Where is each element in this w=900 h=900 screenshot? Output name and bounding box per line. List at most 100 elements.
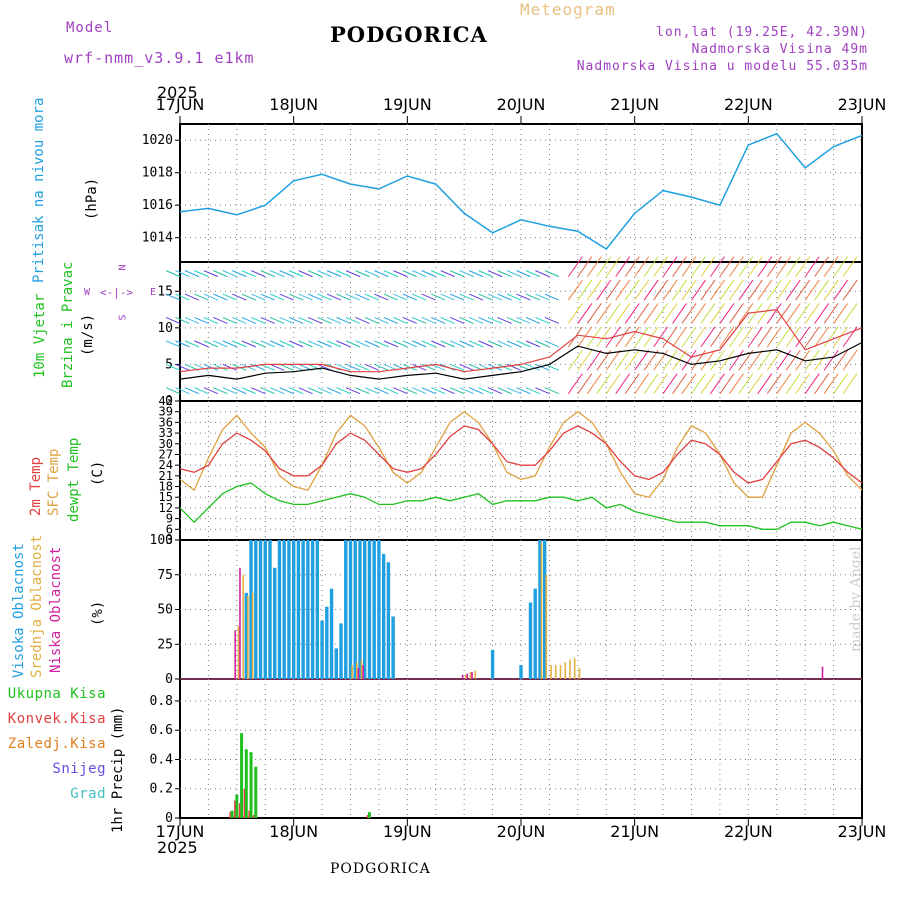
wind-barb <box>194 293 209 301</box>
wind-barb <box>516 340 531 348</box>
wind-barb <box>487 387 503 395</box>
wind-barb <box>478 293 493 301</box>
wind-barb <box>184 316 200 324</box>
wind-barb <box>345 363 361 371</box>
cloud-low-bar <box>471 672 473 679</box>
wind-barb <box>757 303 773 324</box>
cloud-high-bar <box>329 588 334 679</box>
wind-barb <box>487 340 503 348</box>
wind-barb <box>307 270 323 278</box>
wind-barb <box>833 256 848 277</box>
wind-barb <box>700 256 716 277</box>
wind-barb <box>814 256 830 277</box>
wind-barb <box>459 363 474 371</box>
wind-barb <box>307 316 323 324</box>
wind-barb <box>355 340 370 348</box>
wind-barb <box>738 256 754 277</box>
wind-barb <box>260 316 275 324</box>
wind-barb <box>421 270 436 278</box>
wind-barb <box>634 303 650 324</box>
cloud-high-bar <box>377 540 381 679</box>
wind-barb <box>487 270 503 278</box>
wind-barb <box>355 387 370 395</box>
wind-barb <box>586 303 602 324</box>
wind-barb <box>260 293 275 301</box>
wind-barb <box>487 293 503 301</box>
wind-barb <box>449 316 465 324</box>
wind-barb <box>326 316 342 324</box>
cloud-high-bar <box>542 540 547 679</box>
wind-barb <box>175 340 190 348</box>
wind-barb <box>634 279 650 301</box>
wind-barb <box>795 373 811 394</box>
precip-convective-bar <box>238 803 241 818</box>
wind-barb <box>251 293 266 301</box>
day-label-bottom: 22JUN <box>724 822 773 841</box>
wind-barb <box>643 373 659 394</box>
wind-barb <box>814 279 830 301</box>
wind-barb <box>468 387 484 395</box>
cloud-high-bar <box>320 620 324 679</box>
wind-barb <box>766 303 782 324</box>
wind-barb <box>525 270 541 278</box>
wind-barb <box>728 349 744 371</box>
wind-barb <box>766 349 782 371</box>
wind-barb <box>326 270 342 278</box>
precip-total-bar <box>367 812 371 818</box>
wind-barb <box>288 270 304 278</box>
wind-barb <box>710 326 725 348</box>
wind-barb <box>634 349 650 371</box>
wind-barb <box>307 363 323 371</box>
cloud-mid-bar <box>251 592 254 679</box>
cloud-high-bar <box>372 540 376 679</box>
cloud-high-bar <box>282 540 286 679</box>
wind-barb <box>213 270 228 278</box>
wind-barb <box>497 363 512 371</box>
wind-barb <box>468 340 484 348</box>
wind-barb <box>459 340 474 348</box>
wind-barb <box>402 387 418 395</box>
wind-barb <box>516 293 531 301</box>
wind-barb <box>728 373 744 394</box>
wind-barb <box>459 293 474 301</box>
wind-barb <box>165 293 181 301</box>
wind-barb <box>298 270 313 278</box>
wind-barb <box>672 303 687 324</box>
temp-ytick-label: 15 <box>159 490 173 504</box>
cloud-high-bar <box>291 540 296 679</box>
wind-barb <box>615 256 631 277</box>
wind-barb <box>269 387 285 395</box>
wind-barb <box>345 340 361 348</box>
wind-barb <box>833 303 848 324</box>
wind-barb <box>449 387 465 395</box>
cloud-high-bar <box>339 623 343 679</box>
wind-barb <box>804 373 820 394</box>
precip-total-bar <box>240 733 244 818</box>
precip-total-bar <box>244 749 248 818</box>
wind-barb <box>431 316 446 324</box>
wind-barb <box>516 387 531 395</box>
precip-ytick-label: 0 <box>165 811 173 826</box>
wind-barb <box>345 387 361 395</box>
wind-barb <box>497 270 512 278</box>
wind-barb <box>586 349 602 371</box>
wind-barb <box>269 270 285 278</box>
cloud-mid-bar <box>469 672 472 679</box>
wind-barb <box>719 349 735 371</box>
wind-barb <box>728 279 744 301</box>
wind-barb <box>383 293 399 301</box>
wind-barb <box>738 373 754 394</box>
wind-barb <box>615 349 631 371</box>
wind-barb <box>747 349 763 371</box>
wind-barb <box>317 270 332 278</box>
wind-barb <box>459 387 474 395</box>
cloud-high-bar <box>277 540 282 679</box>
wind-barb <box>184 293 200 301</box>
wind-barb <box>203 316 219 324</box>
wind-barb <box>719 326 735 348</box>
wind-barb <box>567 349 583 371</box>
wind-barb <box>355 363 370 371</box>
model-elevation-label: Nadmorska Visina u modelu 55.035m <box>576 59 868 74</box>
model-label: Model <box>66 20 114 36</box>
wind-barb <box>747 326 763 348</box>
